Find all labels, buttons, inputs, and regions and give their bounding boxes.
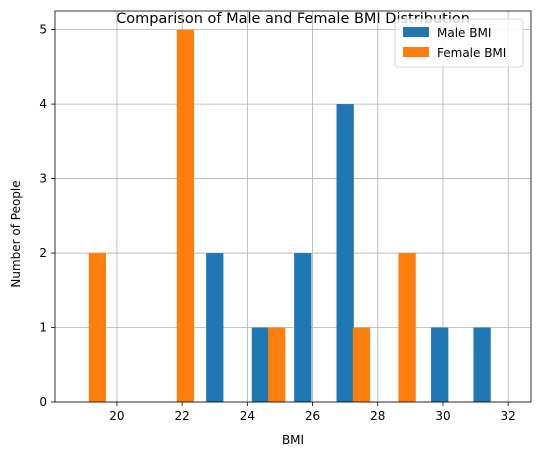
x-tick-label: 32 xyxy=(501,409,516,423)
y-tick-label: 4 xyxy=(39,97,47,111)
y-tick-label: 0 xyxy=(39,395,47,409)
male-bmi-bar xyxy=(431,327,449,402)
x-tick-label: 28 xyxy=(370,409,385,423)
x-tick-label: 22 xyxy=(175,409,190,423)
x-tick-label: 30 xyxy=(435,409,450,423)
x-tick-label: 20 xyxy=(109,409,124,423)
x-tick-label: 24 xyxy=(240,409,255,423)
female-bmi-bar xyxy=(352,327,371,402)
legend-label: Male BMI xyxy=(437,26,491,40)
legend: Male BMI Female BMI xyxy=(394,18,524,68)
female-bmi-bar xyxy=(268,327,286,402)
y-axis-label: Number of People xyxy=(9,180,23,287)
male-bmi-bar xyxy=(251,327,270,402)
x-tick-label: 26 xyxy=(305,409,320,423)
y-tick-label: 3 xyxy=(39,172,47,186)
female-bmi-bar xyxy=(88,253,107,402)
y-tick-label: 5 xyxy=(39,23,47,37)
male-bmi-bar xyxy=(336,104,354,402)
bars xyxy=(88,29,491,402)
female-bmi-bar xyxy=(176,29,195,402)
male-bmi-bar xyxy=(294,253,312,402)
male-bmi-bar xyxy=(473,327,491,402)
legend-label: Female BMI xyxy=(437,46,506,60)
axis-ticks: 20 22 24 26 28 30 32 0 1 2 3 4 5 xyxy=(39,23,515,423)
y-tick-label: 1 xyxy=(39,321,47,335)
y-tick-label: 2 xyxy=(39,246,47,260)
plot-frame xyxy=(54,10,532,403)
female-bmi-bar xyxy=(398,253,416,402)
male-bmi-bar xyxy=(206,253,224,402)
chart-title: Comparison of Male and Female BMI Distri… xyxy=(116,11,470,27)
legend-swatch xyxy=(403,27,429,37)
legend-swatch xyxy=(403,47,429,57)
x-axis-label: BMI xyxy=(282,433,304,447)
